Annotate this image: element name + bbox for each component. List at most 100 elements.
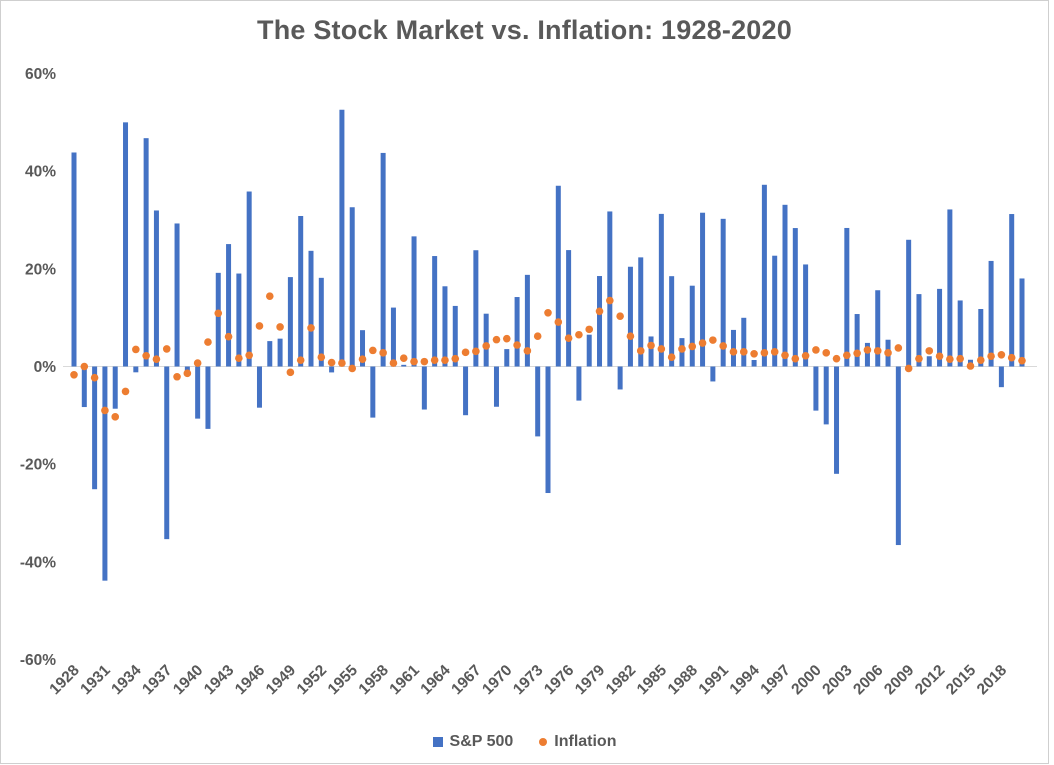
x-tick-2012: 2012 — [912, 662, 948, 698]
bar-1999 — [803, 264, 809, 367]
x-tick-1937: 1937 — [139, 662, 175, 698]
dot-1981 — [616, 312, 624, 320]
dot-2010 — [915, 354, 923, 363]
bar-1984 — [648, 336, 654, 367]
dot-1943 — [224, 332, 233, 341]
dot-1985 — [657, 345, 666, 353]
dot-1962 — [420, 357, 429, 366]
dot-1999 — [801, 351, 810, 360]
bar-1961 — [411, 236, 417, 367]
bar-1944 — [236, 273, 242, 367]
x-tick-1991: 1991 — [696, 662, 733, 699]
bar-1960 — [401, 364, 407, 367]
bar-1959 — [390, 307, 396, 367]
dot-2007 — [884, 349, 892, 357]
dot-2013 — [946, 355, 954, 363]
bar-1973 — [535, 366, 541, 437]
x-tick-2003: 2003 — [819, 662, 856, 699]
bar-1956 — [360, 330, 366, 367]
bar-1946 — [256, 366, 262, 408]
legend-label-inflation: Inflation — [554, 733, 617, 750]
bar-2000 — [813, 366, 819, 411]
dot-1995 — [760, 349, 769, 357]
y-tick--60%: -60% — [20, 652, 56, 669]
bar-1968 — [483, 313, 489, 367]
x-tick-1961: 1961 — [386, 662, 423, 699]
dot-1928 — [70, 371, 78, 379]
dot-1941 — [204, 338, 212, 346]
dot-1982 — [626, 332, 635, 341]
bar-1931 — [102, 366, 108, 581]
dot-1989 — [698, 339, 707, 347]
dot-2006 — [873, 347, 882, 355]
bar-2001 — [823, 366, 829, 425]
dot-1984 — [647, 341, 655, 350]
x-tick-1934: 1934 — [108, 662, 145, 699]
dot-1931 — [101, 406, 109, 415]
sp500-legend-swatch-icon — [432, 737, 443, 747]
bar-2013 — [947, 209, 953, 367]
bar-1967 — [473, 250, 479, 367]
bar-1943 — [226, 244, 232, 367]
dot-1990 — [709, 336, 717, 344]
bar-2012 — [937, 288, 943, 367]
bar-1986 — [669, 276, 675, 367]
dot-1946 — [255, 322, 264, 330]
bar-1942 — [215, 272, 221, 367]
x-tick-1946: 1946 — [232, 662, 269, 699]
bar-1995 — [761, 184, 767, 367]
bar-1947 — [267, 341, 273, 367]
bar-2016 — [978, 309, 984, 367]
bar-1955 — [349, 207, 355, 367]
dot-1956 — [358, 355, 367, 363]
bar-1983 — [638, 257, 644, 367]
x-tick-1949: 1949 — [263, 662, 300, 699]
bar-2014 — [957, 300, 963, 367]
bar-2004 — [854, 314, 860, 367]
bar-2008 — [895, 366, 901, 546]
y-tick-20%: 20% — [25, 261, 56, 278]
bar-1957 — [370, 366, 376, 418]
bar-1934 — [133, 366, 139, 373]
dot-1973 — [533, 332, 542, 341]
dot-1987 — [678, 345, 686, 353]
x-tick-1943: 1943 — [201, 662, 238, 699]
x-tick-1982: 1982 — [603, 662, 639, 698]
dot-1942 — [214, 309, 223, 318]
dot-1954 — [338, 359, 346, 367]
dot-2002 — [832, 354, 841, 363]
dot-1934 — [132, 345, 140, 354]
dot-2015 — [966, 362, 975, 370]
dot-1963 — [430, 356, 439, 364]
bar-1981 — [617, 366, 623, 390]
dot-1992 — [729, 348, 738, 356]
dot-1932 — [111, 413, 120, 421]
bar-2017 — [988, 260, 994, 367]
y-tick-0%: 0% — [34, 359, 57, 376]
bar-1933 — [123, 122, 129, 367]
inflation-legend-swatch-icon — [539, 738, 548, 746]
x-tick-2009: 2009 — [881, 662, 918, 699]
chart-title: The Stock Market vs. Inflation: 1928-202… — [257, 15, 792, 45]
x-tick-2018: 2018 — [974, 662, 1011, 699]
bar-1964 — [442, 286, 448, 367]
dot-1996 — [770, 348, 779, 356]
legend-item-sp500: S&P 500 — [432, 733, 513, 751]
bar-1953 — [329, 366, 335, 373]
dot-1936 — [152, 355, 161, 363]
bar-1929 — [81, 366, 87, 408]
dot-1986 — [667, 353, 676, 362]
x-tick-1940: 1940 — [170, 662, 206, 698]
dot-1978 — [585, 325, 594, 334]
bar-1928 — [71, 152, 77, 367]
bar-1951 — [308, 250, 314, 367]
bar-1998 — [792, 228, 798, 367]
bar-1941 — [205, 366, 211, 429]
bar-1985 — [658, 213, 664, 367]
bar-1974 — [545, 366, 551, 494]
bar-1990 — [710, 366, 716, 382]
dot-2000 — [812, 346, 820, 354]
bar-2020 — [1019, 278, 1025, 367]
y-tick--40%: -40% — [20, 554, 56, 571]
